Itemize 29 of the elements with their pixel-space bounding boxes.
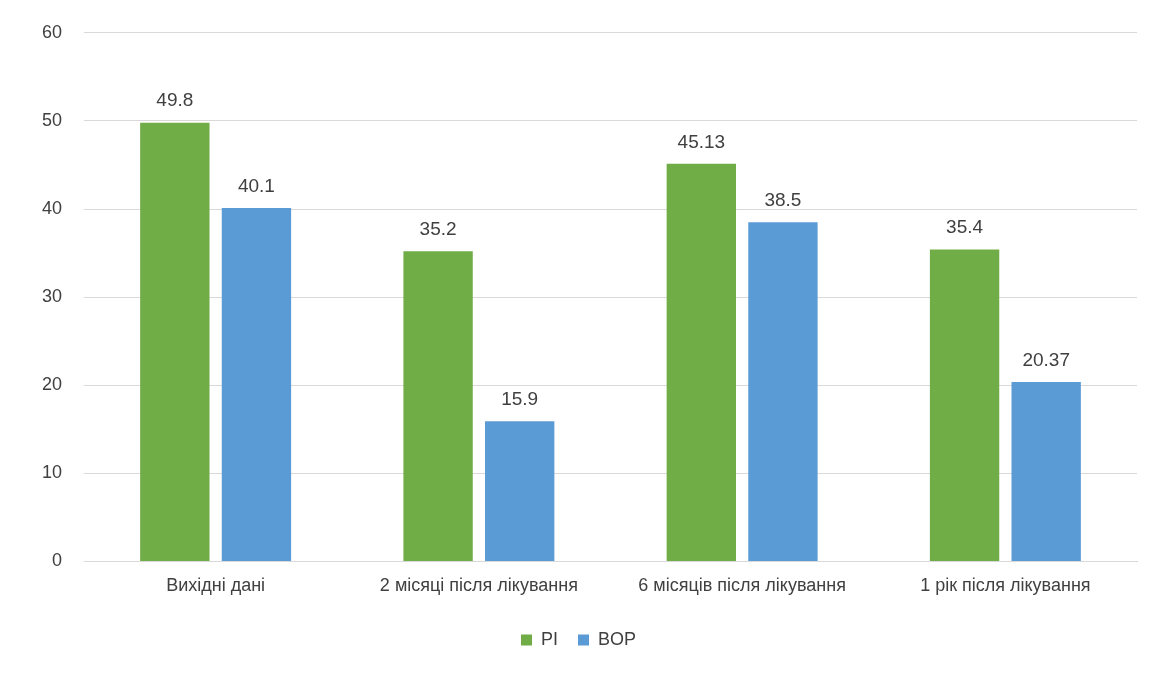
x-tick-label: Вихідні дані xyxy=(166,575,266,596)
legend-label: PI xyxy=(540,628,559,649)
y-tick-label: 50 xyxy=(41,109,63,130)
bar xyxy=(929,249,1000,561)
x-tick-label: 2 місяці після лікування xyxy=(379,575,578,596)
data-label: 35.4 xyxy=(946,216,984,238)
legend-label: BOP xyxy=(598,628,637,649)
bar xyxy=(666,163,737,561)
data-label: 45.13 xyxy=(677,130,726,152)
bar xyxy=(140,122,210,561)
bar xyxy=(485,421,555,561)
y-tick-label: 0 xyxy=(52,550,63,571)
y-tick-label: 30 xyxy=(41,286,63,307)
data-label: 35.2 xyxy=(419,218,457,240)
data-label: 15.9 xyxy=(501,388,539,410)
y-tick-label: 20 xyxy=(41,374,63,395)
x-tick-label: 6 місяців після лікування xyxy=(638,575,846,596)
y-tick-label: 10 xyxy=(41,462,63,483)
bar xyxy=(403,251,473,561)
data-label: 40.1 xyxy=(237,174,275,196)
data-label: 38.5 xyxy=(764,188,802,210)
bar xyxy=(748,222,818,561)
x-tick-label: 1 рік після лікування xyxy=(920,575,1091,596)
bar xyxy=(1011,381,1081,561)
y-tick-label: 40 xyxy=(41,197,63,218)
data-label: 49.8 xyxy=(156,89,194,111)
bar xyxy=(221,208,292,561)
data-label: 20.37 xyxy=(1022,348,1070,370)
y-tick-label: 60 xyxy=(41,21,63,42)
